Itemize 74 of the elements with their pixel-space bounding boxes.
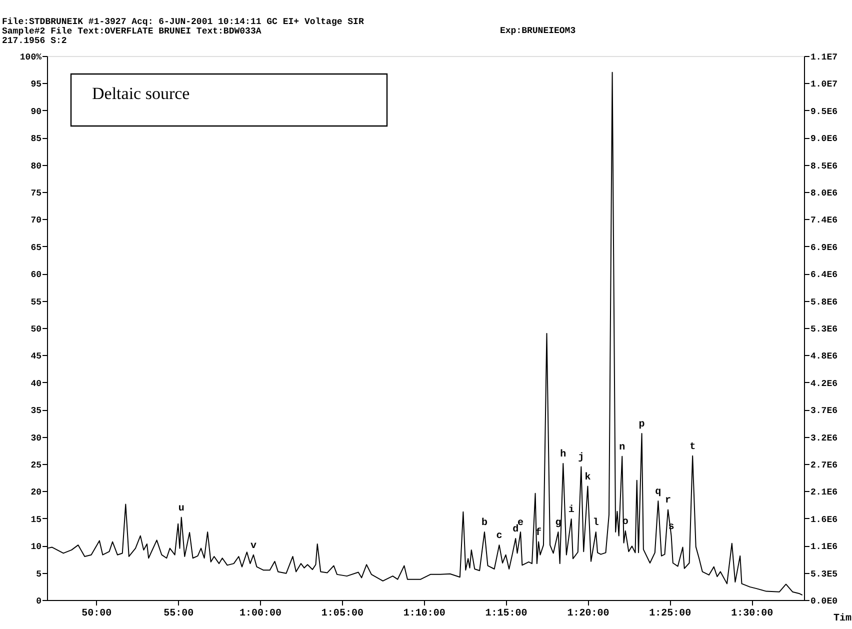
y2-tick-label: 5.3E6	[810, 324, 838, 334]
annotation: p	[638, 420, 645, 431]
x-tick-label: 55:00	[164, 608, 194, 620]
y-tick-label: 5	[36, 569, 42, 580]
y-tick-label: 65	[30, 242, 42, 253]
annotation: i	[568, 504, 574, 516]
y-tick-label: 60	[30, 270, 42, 280]
x-tick-label: 1:15:00	[485, 608, 528, 620]
text: Exp:BRUNEIEOM3	[500, 26, 576, 36]
x-tick-label: 1:25:00	[649, 608, 692, 620]
y2-tick-label: 2.1E6	[810, 488, 838, 498]
y-tick-label: 95	[30, 80, 42, 90]
annotation: t	[690, 442, 696, 453]
x-tick-label: 1:10:00	[403, 608, 446, 620]
y2-tick-label: 5.8E6	[810, 297, 838, 308]
annotation: c	[496, 531, 502, 542]
y-tick-label: 85	[30, 134, 42, 144]
y-tick-label: 30	[30, 433, 42, 444]
y-tick-label: 80	[30, 161, 42, 172]
y2-tick-label: 3.7E6	[810, 406, 838, 416]
x-tick-label: 1:00:00	[240, 608, 282, 620]
y2-tick-label: 2.7E6	[810, 460, 838, 470]
annotation: r	[664, 496, 672, 507]
y-tick-label: 40	[30, 378, 42, 389]
y2-tick-label: 5.3E5	[810, 569, 838, 580]
y2-tick-label: 1.1E7	[810, 52, 838, 62]
annotation: j	[578, 452, 584, 464]
y-tick-label: 70	[30, 216, 42, 226]
x-axis-title: Tim	[834, 612, 852, 624]
y2-tick-label: 1.1E6	[810, 542, 838, 552]
y-tick-label: 35	[30, 406, 42, 416]
y-tick-label: 15	[30, 514, 42, 525]
x-tick-label: 50:00	[82, 608, 112, 620]
y-tick-label: 0	[36, 596, 42, 606]
annotation: n	[619, 442, 626, 454]
y2-tick-label: 0.0E0	[810, 596, 838, 606]
annotation: b	[481, 517, 488, 529]
text: 217.1956 S:2	[2, 36, 67, 46]
y2-tick-label: 9.5E6	[810, 106, 838, 117]
annotation: f	[536, 526, 542, 539]
annotation: h	[560, 448, 566, 460]
chart-subtitle: Sample#2 File Text:OVERFLATE BRUNEI Text:BDW033A	[2, 26, 262, 36]
y2-tick-label: 6.9E6	[810, 242, 838, 253]
annotation: d	[512, 524, 519, 536]
y2-tick-label: 7.4E6	[810, 216, 838, 226]
y-tick-label: 100%	[20, 52, 42, 62]
x-tick-label: 1:20:00	[567, 608, 610, 620]
annotation: Deltaic source	[92, 84, 190, 103]
x-tick-label: 1:05:00	[321, 608, 364, 620]
y2-tick-label: 6.4E6	[810, 270, 838, 280]
y2-tick-label: 1.6E6	[810, 514, 838, 525]
annotation: e	[518, 518, 524, 529]
chart-title: File:STDBRUNEIK #1-3927 Acq: 6-JUN-2001 10:14:11 GC EI+ Voltage SIR	[2, 17, 364, 27]
y-tick-label: 50	[30, 324, 42, 334]
y-tick-label: 75	[30, 188, 42, 198]
y-tick-label: 20	[30, 488, 42, 498]
y2-tick-label: 3.2E6	[810, 433, 838, 444]
annotation: l	[592, 517, 599, 529]
annotation: u	[178, 503, 184, 514]
y-tick-label: 45	[30, 352, 42, 362]
y2-tick-label: 4.8E6	[810, 352, 838, 362]
y2-tick-label: 9.0E6	[810, 134, 838, 144]
annotation: v	[250, 540, 256, 552]
y-tick-label: 55	[30, 297, 42, 308]
annotation: q	[655, 486, 662, 498]
y2-tick-label: 4.2E6	[810, 378, 838, 389]
y2-tick-label: 8.5E6	[810, 161, 838, 172]
y-tick-label: 10	[30, 542, 42, 552]
annotation: k	[584, 471, 591, 484]
y2-tick-label: 8.0E6	[810, 188, 838, 198]
y2-tick-label: 1.0E7	[810, 80, 838, 90]
x-tick-label: 1:30:00	[731, 608, 774, 620]
y-tick-label: 90	[30, 106, 42, 117]
y-tick-label: 25	[30, 460, 42, 470]
